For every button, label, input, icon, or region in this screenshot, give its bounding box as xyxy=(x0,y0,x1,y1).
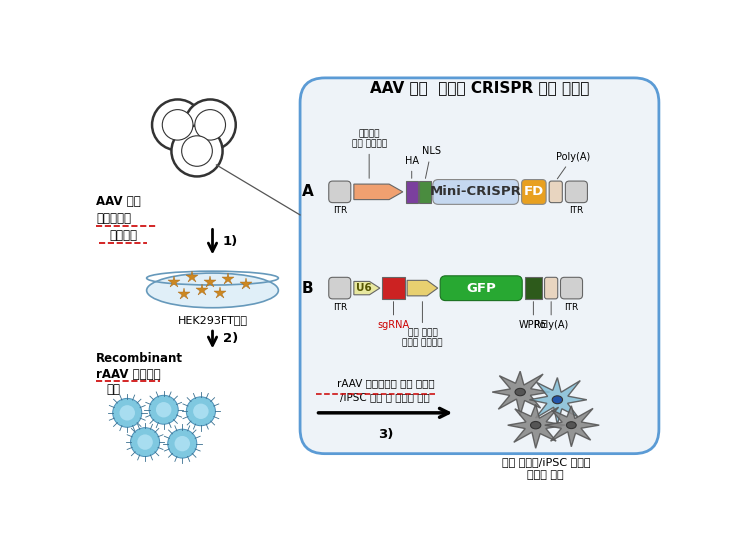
Ellipse shape xyxy=(552,396,562,404)
Ellipse shape xyxy=(566,422,576,429)
Polygon shape xyxy=(492,372,550,415)
Text: ITR: ITR xyxy=(333,206,347,215)
Bar xyxy=(419,181,431,202)
Text: A: A xyxy=(302,184,313,199)
Circle shape xyxy=(163,110,193,140)
Text: WPRE: WPRE xyxy=(519,302,548,330)
Ellipse shape xyxy=(531,421,541,429)
Circle shape xyxy=(156,402,171,417)
Text: 동물 제세포
특이적 프로모터: 동물 제세포 특이적 프로모터 xyxy=(402,302,443,348)
Circle shape xyxy=(131,428,160,456)
Text: 정제: 정제 xyxy=(106,383,120,396)
Text: AAV 발현: AAV 발현 xyxy=(96,195,141,208)
FancyBboxPatch shape xyxy=(545,278,558,299)
Circle shape xyxy=(174,436,190,451)
Text: rAAV 바이러스: rAAV 바이러스 xyxy=(96,368,161,381)
Polygon shape xyxy=(354,184,403,200)
Text: GFP: GFP xyxy=(466,281,496,295)
FancyBboxPatch shape xyxy=(440,276,522,301)
Polygon shape xyxy=(529,377,587,424)
Text: ITR: ITR xyxy=(569,206,584,215)
Circle shape xyxy=(185,99,236,150)
Text: FD: FD xyxy=(524,185,544,198)
Text: Mini-CRISPR: Mini-CRISPR xyxy=(430,185,522,198)
Text: Poly(A): Poly(A) xyxy=(534,302,568,330)
Circle shape xyxy=(186,397,215,426)
Circle shape xyxy=(149,395,178,424)
FancyBboxPatch shape xyxy=(300,78,659,454)
Text: 동물 세포주/iPSC 고효율: 동물 세포주/iPSC 고효율 xyxy=(502,457,590,468)
Bar xyxy=(406,181,418,202)
Text: Recombinant: Recombinant xyxy=(96,353,183,366)
Circle shape xyxy=(195,110,225,140)
Text: B: B xyxy=(302,281,313,295)
FancyBboxPatch shape xyxy=(522,180,546,204)
Text: ITR: ITR xyxy=(565,303,579,312)
Text: 플라스미드: 플라스미드 xyxy=(96,212,132,225)
Circle shape xyxy=(193,403,208,419)
Text: 3): 3) xyxy=(378,428,393,441)
FancyBboxPatch shape xyxy=(329,181,351,202)
Bar xyxy=(525,278,542,299)
Text: rAAV 바이러스의 동물 세포주: rAAV 바이러스의 동물 세포주 xyxy=(336,378,434,388)
FancyBboxPatch shape xyxy=(329,278,351,299)
FancyBboxPatch shape xyxy=(565,181,588,202)
FancyBboxPatch shape xyxy=(549,181,562,202)
Circle shape xyxy=(171,126,222,177)
Circle shape xyxy=(152,99,203,150)
Ellipse shape xyxy=(146,273,279,308)
Circle shape xyxy=(182,136,212,166)
Text: NLS: NLS xyxy=(421,146,440,178)
Text: U6: U6 xyxy=(356,283,372,293)
Bar xyxy=(382,278,405,299)
Text: 유전체 교정: 유전체 교정 xyxy=(528,470,564,480)
Text: sgRNA: sgRNA xyxy=(378,302,409,330)
Polygon shape xyxy=(508,404,565,448)
Text: HEK293FT세포: HEK293FT세포 xyxy=(177,315,248,325)
Circle shape xyxy=(168,429,197,458)
Text: ITR: ITR xyxy=(333,303,347,312)
Polygon shape xyxy=(407,280,437,296)
Polygon shape xyxy=(545,406,599,447)
FancyBboxPatch shape xyxy=(560,278,582,299)
Ellipse shape xyxy=(515,388,525,396)
Circle shape xyxy=(137,434,153,450)
Text: AAV 기반  초소형 CRISPR 발현 시스템: AAV 기반 초소형 CRISPR 발현 시스템 xyxy=(370,80,590,95)
Circle shape xyxy=(120,405,135,421)
Text: HA: HA xyxy=(405,156,419,178)
Text: /iPSC 전달 및 유전체 교정: /iPSC 전달 및 유전체 교정 xyxy=(341,392,430,402)
Text: 2): 2) xyxy=(222,333,238,346)
FancyBboxPatch shape xyxy=(433,180,519,204)
Text: Poly(A): Poly(A) xyxy=(556,152,590,179)
Circle shape xyxy=(113,399,142,427)
Text: 세포전달: 세포전달 xyxy=(109,230,137,242)
Text: 동물세포
발현 프로모터: 동물세포 발현 프로모터 xyxy=(352,129,386,178)
Polygon shape xyxy=(354,281,380,295)
Text: 1): 1) xyxy=(222,235,238,248)
